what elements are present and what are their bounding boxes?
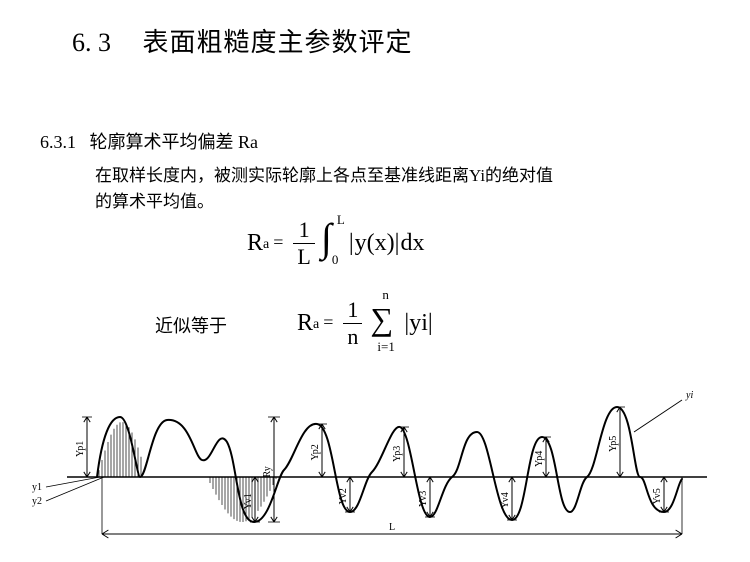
formula-integral: Ra = 1 L ∫ L 0 | y(x) | dx (247, 218, 424, 268)
svg-text:Yv2: Yv2 (338, 488, 349, 504)
sum-upper: n (382, 287, 389, 303)
f1-dx: dx (400, 230, 424, 257)
int-lower: 0 (332, 252, 339, 268)
f2-frac: 1 n (343, 299, 362, 348)
sum-sign: ∑ n i=1 (370, 295, 404, 351)
f2-R: R (297, 310, 313, 337)
title-text: 表面粗糙度主参数评定 (143, 28, 413, 57)
svg-text:y1: y1 (32, 482, 42, 493)
f2-num: 1 (343, 299, 362, 321)
f2-den: n (343, 326, 362, 348)
sum-lower: i=1 (377, 339, 394, 355)
para-line-2: 的算术平均值。 (95, 192, 214, 211)
svg-text:Yp3: Yp3 (392, 446, 403, 462)
svg-text:Yv4: Yv4 (500, 492, 511, 508)
svg-text:y2: y2 (32, 496, 42, 507)
formula-sum: Ra = 1 n ∑ n i=1 | yi | (297, 295, 433, 351)
para-line-1: 在取样长度内，被测实际轮廓上各点至基准线距离Yi的绝对值 (95, 166, 553, 185)
svg-text:Yp4: Yp4 (534, 451, 545, 467)
integral-sign: ∫ L 0 (321, 218, 343, 268)
f2-abs-close: | (428, 310, 433, 337)
svg-text:Yp5: Yp5 (608, 436, 619, 452)
int-symbol: ∫ (321, 214, 332, 261)
page-title: 6. 3 表面粗糙度主参数评定 (72, 22, 413, 59)
f1-frac: 1 L (293, 219, 314, 268)
f1-a: a (263, 237, 269, 253)
int-upper: L (337, 212, 345, 228)
f1-R: R (247, 230, 263, 257)
approx-label: 近似等于 (155, 312, 227, 338)
subsection-title: 轮廓算术平均偏差 Ra (90, 132, 259, 152)
svg-text:Ry: Ry (262, 466, 273, 477)
f2-a: a (313, 317, 319, 333)
subsection-number: 6.3.1 (40, 132, 76, 152)
f2-yi: yi (409, 310, 428, 337)
svg-text:Yp2: Yp2 (310, 444, 321, 460)
f1-eq: = (273, 232, 283, 253)
f2-eq: = (323, 312, 333, 333)
sum-symbol: ∑ (370, 301, 393, 338)
f1-yofx: y(x) (355, 230, 395, 257)
subsection-heading: 6.3.1 轮廓算术平均偏差 Ra (40, 128, 258, 154)
svg-text:yi: yi (685, 390, 693, 401)
body-paragraph: 在取样长度内，被测实际轮廓上各点至基准线距离Yi的绝对值 的算术平均值。 (95, 163, 655, 215)
svg-text:Yv3: Yv3 (418, 491, 429, 507)
svg-text:Yp1: Yp1 (75, 441, 86, 457)
title-number: 6. 3 (72, 28, 111, 57)
f1-den: L (293, 246, 314, 268)
svg-text:L: L (389, 522, 395, 533)
roughness-diagram: L Ry Yp1 Yp2 Yp3 Yp4 Yp5 Yv1 Yv2 Yv3 Yv4 Yv5 yi y1 y2 (22, 382, 732, 552)
svg-text:Yv1: Yv1 (243, 493, 254, 509)
f1-num: 1 (295, 219, 314, 241)
svg-text:Yv5: Yv5 (652, 488, 663, 504)
